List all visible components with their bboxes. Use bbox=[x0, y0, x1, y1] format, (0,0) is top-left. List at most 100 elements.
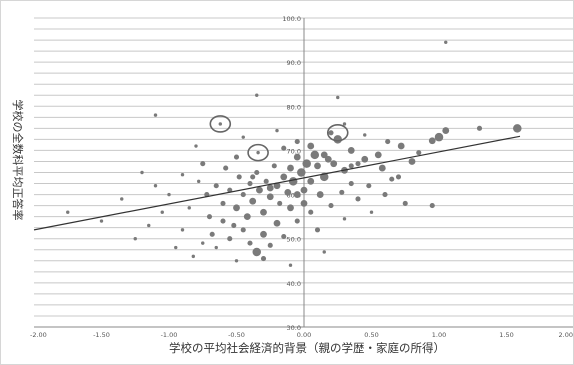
data-point bbox=[220, 218, 226, 224]
data-point bbox=[328, 130, 334, 136]
data-point bbox=[180, 173, 185, 177]
data-point bbox=[213, 183, 219, 189]
data-point bbox=[366, 183, 372, 189]
data-point bbox=[233, 154, 240, 160]
data-point bbox=[288, 263, 293, 267]
data-point bbox=[308, 209, 314, 215]
data-point bbox=[153, 113, 158, 117]
data-point bbox=[287, 164, 294, 172]
data-point bbox=[302, 159, 311, 168]
data-point bbox=[342, 217, 347, 221]
data-point bbox=[300, 200, 308, 207]
data-point bbox=[320, 151, 328, 159]
data-point bbox=[191, 254, 195, 259]
data-point bbox=[324, 155, 332, 163]
data-point bbox=[140, 170, 144, 175]
data-point bbox=[297, 168, 306, 177]
x-axis-title: 学校の平均社会経済的背景（親の学歴・家庭の所得） bbox=[169, 341, 445, 355]
data-point bbox=[385, 139, 391, 145]
trendline bbox=[33, 135, 521, 231]
data-point bbox=[180, 228, 185, 232]
y-tick-label: 50.0 bbox=[287, 236, 301, 244]
x-tick-label: 1.50 bbox=[499, 331, 513, 339]
data-point bbox=[444, 40, 448, 44]
data-point bbox=[293, 191, 301, 198]
data-point bbox=[260, 256, 267, 262]
data-point bbox=[220, 200, 226, 206]
data-point bbox=[336, 95, 340, 100]
data-point bbox=[342, 122, 347, 126]
data-point bbox=[429, 203, 435, 209]
data-point bbox=[416, 150, 422, 156]
data-point bbox=[363, 133, 367, 137]
y-tick-label: 90.0 bbox=[287, 59, 301, 67]
y-tick-label: 40.0 bbox=[287, 280, 301, 288]
data-point bbox=[322, 250, 326, 254]
data-point bbox=[307, 142, 315, 150]
data-point bbox=[287, 204, 294, 212]
data-point bbox=[236, 174, 242, 180]
x-tick-label: 1.00 bbox=[432, 331, 446, 339]
data-point bbox=[120, 197, 124, 201]
x-tick-label: -1.50 bbox=[93, 331, 110, 339]
data-point bbox=[293, 153, 301, 161]
data-point bbox=[288, 177, 298, 186]
data-point bbox=[209, 231, 215, 237]
data-point bbox=[284, 188, 292, 196]
y-axis-title: 学校の全数科平均正答率 bbox=[11, 100, 25, 221]
data-point bbox=[333, 135, 342, 144]
data-point bbox=[328, 203, 334, 209]
data-point bbox=[273, 182, 281, 190]
data-point bbox=[240, 192, 246, 198]
data-point bbox=[294, 218, 300, 224]
data-point bbox=[316, 191, 324, 198]
data-point bbox=[476, 125, 483, 131]
data-point bbox=[243, 213, 251, 221]
data-point bbox=[389, 176, 395, 182]
data-point bbox=[378, 164, 386, 172]
data-point bbox=[330, 160, 338, 168]
data-point bbox=[256, 150, 260, 155]
data-point bbox=[355, 196, 361, 202]
data-point bbox=[369, 210, 374, 214]
data-point bbox=[347, 147, 355, 154]
data-point bbox=[263, 178, 269, 184]
data-point bbox=[66, 210, 70, 214]
data-point bbox=[254, 169, 260, 176]
data-point bbox=[348, 163, 354, 169]
data-point bbox=[314, 227, 321, 233]
highlight-circle bbox=[247, 143, 269, 162]
y-tick-label: 80.0 bbox=[287, 103, 301, 111]
data-point bbox=[206, 214, 213, 220]
data-point bbox=[266, 193, 274, 201]
highlight-circle bbox=[209, 115, 232, 133]
data-point bbox=[280, 173, 288, 181]
data-point bbox=[395, 174, 402, 180]
data-point bbox=[428, 137, 436, 145]
data-point bbox=[513, 124, 522, 133]
data-point bbox=[255, 93, 259, 97]
data-point bbox=[402, 200, 408, 206]
data-point bbox=[194, 144, 198, 148]
data-point bbox=[307, 177, 315, 185]
data-point bbox=[218, 122, 222, 126]
data-point bbox=[99, 219, 104, 223]
data-point bbox=[160, 210, 164, 214]
data-point bbox=[442, 127, 450, 134]
data-point bbox=[249, 197, 257, 205]
data-point bbox=[314, 162, 321, 170]
data-point bbox=[240, 227, 246, 233]
data-point bbox=[250, 174, 256, 180]
data-point bbox=[214, 245, 218, 250]
data-point bbox=[275, 128, 279, 133]
data-point bbox=[133, 237, 137, 241]
highlight-circle bbox=[326, 123, 349, 142]
data-point bbox=[382, 192, 388, 198]
data-point bbox=[271, 163, 277, 169]
data-point bbox=[201, 241, 205, 245]
data-point bbox=[247, 240, 253, 246]
data-point bbox=[147, 223, 151, 228]
data-point bbox=[187, 206, 191, 210]
